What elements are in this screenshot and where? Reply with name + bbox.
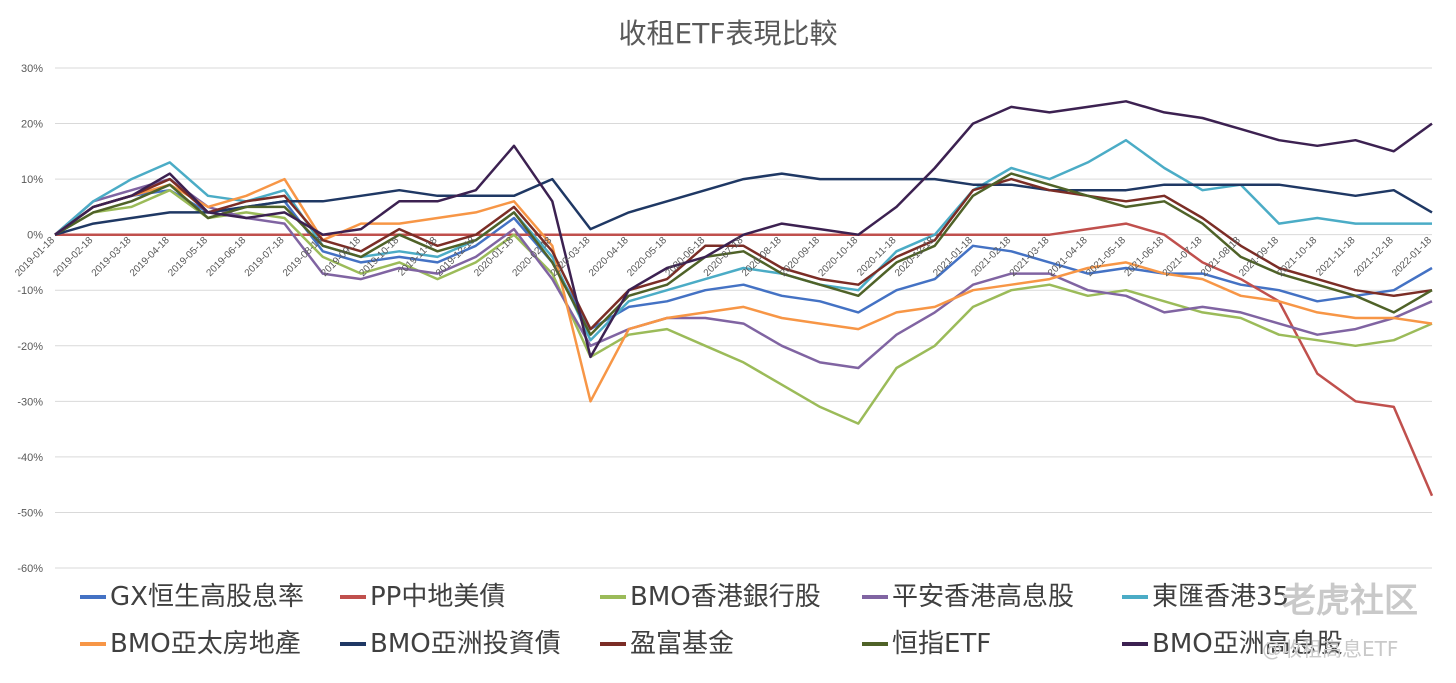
x-tick-label: 2019-05-18 [166, 235, 210, 279]
watermark-sub: @收租高息ETF [1262, 637, 1398, 661]
legend-item: BMO香港銀行股 [600, 582, 821, 612]
legend-label: 平安香港高息股 [892, 582, 1074, 612]
series-line [54, 177, 1433, 370]
legend-label: GX恒生高股息率 [110, 582, 304, 612]
y-axis-ticks: 30% 20% 10% 0% -10% -20% -30% -40% -50% -60% [17, 63, 43, 575]
legend-label: PP中地美債 [370, 582, 505, 612]
series-layer [54, 100, 1434, 497]
y-tick-label: -60% [17, 563, 43, 575]
x-tick-label: 2020-01-18 [472, 235, 516, 279]
x-tick-label: 2020-04-18 [587, 235, 631, 279]
watermark-main: 老虎社区 [1282, 581, 1418, 621]
x-tick-label: 2019-07-18 [243, 235, 287, 279]
series-line [54, 100, 1433, 359]
series-line [54, 172, 1433, 236]
x-tick-label: 2020-10-18 [816, 235, 860, 279]
x-tick-label: 2021-12-18 [1352, 235, 1396, 279]
x-tick-label: 2021-02-18 [969, 235, 1013, 279]
x-tick-label: 2019-04-18 [128, 235, 172, 279]
legend-label: BMO亞洲投資債 [370, 629, 561, 659]
y-tick-label: -10% [17, 285, 43, 297]
legend-label: 恒指ETF [892, 629, 991, 659]
series-line [54, 188, 1433, 425]
y-tick-label: -40% [17, 452, 43, 464]
legend-item: GX恒生高股息率 [80, 582, 304, 612]
x-tick-label: 2022-01-18 [1390, 235, 1434, 279]
x-tick-label: 2019-02-18 [51, 235, 95, 279]
y-tick-label: -30% [17, 396, 43, 408]
x-tick-label: 2021-05-18 [1084, 235, 1128, 279]
legend-label: BMO香港銀行股 [630, 582, 821, 612]
legend-label: BMO亞洲高息股 [1152, 629, 1343, 659]
x-tick-label: 2019-03-18 [90, 235, 134, 279]
legend-item: 盈富基金 [600, 629, 734, 659]
series-line [54, 177, 1433, 403]
y-tick-label: -50% [17, 507, 43, 519]
watermark: 老虎社区 @收租高息ETF [1262, 581, 1418, 661]
y-tick-label: 0% [27, 230, 43, 242]
series-line [54, 138, 1432, 342]
legend-label: 東匯香港35 [1152, 582, 1289, 612]
legend: GX恒生高股息率 PP中地美債 BMO香港銀行股 平安香港高息股 東匯香港35 BMO亞太… [80, 582, 1343, 659]
chart-title: 收租ETF表現比較 [618, 17, 838, 50]
y-tick-label: -20% [17, 341, 43, 353]
y-tick-label: 20% [21, 119, 43, 131]
legend-item: 平安香港高息股 [862, 582, 1074, 612]
x-tick-label: 2021-03-18 [1008, 235, 1052, 279]
legend-item: PP中地美債 [340, 582, 505, 612]
y-tick-label: 10% [21, 174, 43, 186]
legend-label: BMO亞太房地產 [110, 629, 301, 659]
legend-item: BMO亞洲投資債 [340, 629, 561, 659]
x-tick-label: 2020-05-18 [625, 235, 669, 279]
grid-layer [55, 67, 1432, 569]
x-tick-label: 2019-08-18 [281, 235, 325, 279]
legend-item: BMO亞太房地產 [80, 629, 301, 659]
series-line [54, 177, 1433, 331]
x-tick-label: 2019-06-18 [204, 235, 248, 279]
legend-item: 東匯香港35 [1122, 582, 1289, 612]
series-line [54, 172, 1433, 336]
y-tick-label: 30% [21, 63, 43, 75]
legend-item: 恒指ETF [862, 629, 991, 659]
legend-item: BMO亞洲高息股 [1122, 629, 1343, 659]
legend-label: 盈富基金 [630, 629, 734, 659]
x-tick-label: 2021-07-18 [1161, 235, 1205, 279]
